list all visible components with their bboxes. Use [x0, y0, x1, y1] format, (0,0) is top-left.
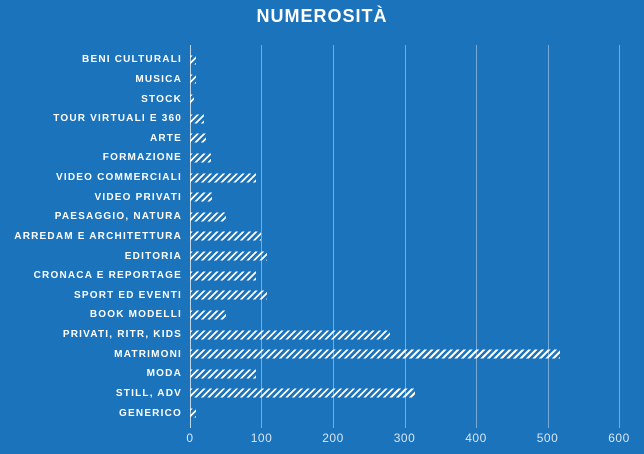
bar-area — [190, 344, 619, 364]
category-label: TOUR VIRTUALI E 360 — [53, 113, 182, 125]
chart-row: FORMAZIONE — [0, 148, 619, 168]
chart-title: NUMEROSITÀ — [256, 6, 388, 26]
category-label: FORMAZIONE — [102, 152, 182, 164]
x-tick-label: 600 — [608, 431, 630, 445]
category-label: GENERICO — [119, 407, 182, 419]
category-label: PAESAGGIO, NATURA — [54, 211, 182, 223]
bar-area — [190, 168, 619, 188]
bar-area — [190, 50, 619, 70]
bar-area — [190, 364, 619, 384]
bar-area — [190, 129, 619, 149]
category-label: BENI CULTURALI — [82, 54, 182, 66]
x-tick-label: 400 — [465, 431, 487, 445]
bar-area — [190, 305, 619, 325]
bar-area — [190, 227, 619, 247]
bar — [190, 173, 257, 183]
chart-row: MODA — [0, 364, 619, 384]
x-axis: 0 100 200 300 400 500 600 — [186, 431, 629, 447]
bar — [190, 369, 256, 379]
gridline — [547, 45, 549, 428]
chart-row: PAESAGGIO, NATURA — [0, 207, 619, 227]
chart-row: SPORT ED EVENTI — [0, 286, 619, 306]
bar-area — [190, 246, 619, 266]
gridline — [404, 45, 406, 428]
bar — [190, 74, 196, 84]
chart-row: TOUR VIRTUALI E 360 — [0, 109, 619, 129]
bar-area — [190, 384, 619, 404]
bar — [190, 290, 268, 300]
bar-area — [190, 325, 619, 345]
bar-area — [190, 286, 619, 306]
x-tick-label: 200 — [322, 431, 344, 445]
bar-area — [190, 70, 619, 90]
gridline — [475, 45, 477, 428]
category-label: STILL, ADV — [115, 387, 182, 399]
x-tick-label: 300 — [393, 431, 416, 445]
chart-row: VIDEO COMMERCIALI — [0, 168, 619, 188]
bar — [190, 94, 194, 104]
bar-area — [190, 89, 619, 109]
bar — [190, 192, 213, 202]
bar — [190, 310, 227, 320]
category-label: MODA — [146, 368, 182, 380]
bar-area — [190, 109, 619, 129]
bar-area — [190, 148, 619, 168]
bar — [190, 349, 560, 359]
bar — [190, 133, 206, 143]
bar-area — [190, 207, 619, 227]
category-rows: BENI CULTURALI MUSICA STOCK TOUR VIRTUALI E… — [0, 50, 619, 423]
category-label: SPORT ED EVENTI — [73, 289, 182, 301]
gridline — [261, 45, 263, 428]
bar — [190, 408, 197, 418]
category-label: BOOK MODELLI — [89, 309, 182, 321]
chart-row: STOCK — [0, 89, 619, 109]
chart-row: PRIVATI, RITR, KIDS — [0, 325, 619, 345]
bar-area — [190, 187, 619, 207]
category-label: VIDEO PRIVATI — [94, 191, 182, 203]
bar — [190, 55, 196, 65]
x-tick-label: 100 — [250, 431, 273, 445]
category-label: EDITORIA — [124, 250, 182, 262]
bar — [190, 153, 211, 163]
chart-row: ARREDAM E ARCHITETTURA — [0, 227, 619, 247]
chart-row: GENERICO — [0, 403, 619, 423]
bar — [190, 388, 416, 398]
chart-row: CRONACA E REPORTAGE — [0, 266, 619, 286]
category-label: MATRIMONI — [114, 348, 182, 360]
category-label: CRONACA E REPORTAGE — [33, 270, 182, 282]
gridline — [619, 45, 620, 428]
category-label: ARTE — [149, 132, 182, 144]
chart-row: VIDEO PRIVATI — [0, 187, 619, 207]
category-label: MUSICA — [135, 73, 182, 85]
category-label: STOCK — [141, 93, 182, 105]
bar-area — [190, 403, 619, 423]
chart-row: EDITORIA — [0, 246, 619, 266]
category-label: VIDEO COMMERCIALI — [56, 172, 182, 184]
chart-row: ARTE — [0, 129, 619, 149]
bar — [190, 251, 268, 261]
bar — [190, 330, 391, 340]
x-tick-label: 500 — [536, 431, 559, 445]
category-label: PRIVATI, RITR, KIDS — [62, 329, 182, 341]
chart-row: STILL, ADV — [0, 384, 619, 404]
chart-row: MATRIMONI — [0, 344, 619, 364]
bar — [190, 212, 227, 222]
bar — [190, 231, 262, 241]
chart-row: BENI CULTURALI — [0, 50, 619, 70]
gridline — [332, 45, 334, 428]
bar — [190, 271, 257, 281]
chart-row: BOOK MODELLI — [0, 305, 619, 325]
chart-row: MUSICA — [0, 70, 619, 90]
bar — [190, 114, 204, 124]
x-tick-label: 0 — [186, 431, 194, 445]
bar-area — [190, 266, 619, 286]
category-label: ARREDAM E ARCHITETTURA — [14, 230, 182, 242]
